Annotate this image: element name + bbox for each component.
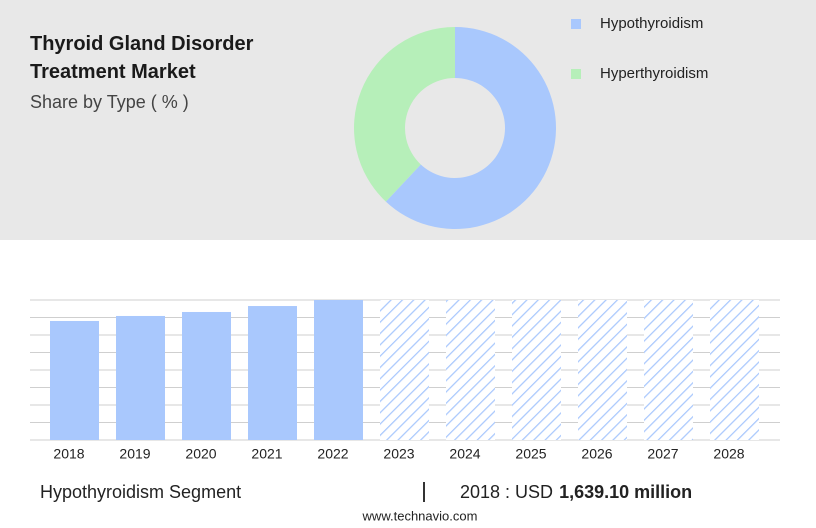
bar [248, 306, 297, 440]
forecast-bar [446, 300, 495, 440]
forecast-bar [512, 300, 561, 440]
legend-swatch [571, 19, 581, 29]
x-tick-label: 2020 [185, 446, 216, 462]
forecast-bar [380, 300, 429, 440]
x-tick-label: 2025 [515, 446, 546, 462]
forecast-bar [578, 300, 627, 440]
x-tick-label: 2027 [647, 446, 678, 462]
forecast-bar [644, 300, 693, 440]
footer-lead: 2018 : USD [460, 482, 553, 502]
x-tick-label: 2021 [251, 446, 282, 462]
source: www.technavio.com [362, 508, 478, 523]
x-tick-label: 2019 [119, 446, 150, 462]
forecast-bar [710, 300, 759, 440]
bar [116, 315, 165, 440]
footer-value: 1,639.10 million [559, 482, 692, 502]
chart-subtitle: Share by Type ( % ) [30, 92, 189, 112]
x-tick-label: 2026 [581, 446, 612, 462]
pie-slice [354, 27, 455, 202]
x-tick-label: 2023 [383, 446, 414, 462]
x-tick-label: 2022 [317, 446, 348, 462]
pie-slice [385, 27, 557, 229]
legend-label: Hyperthyroidism [600, 65, 708, 82]
legend-swatch [571, 69, 581, 79]
bar [314, 300, 363, 440]
segment-label: Hypothyroidism Segment [40, 482, 241, 502]
bar [50, 320, 99, 440]
x-tick-label: 2028 [713, 446, 744, 462]
x-tick-label: 2018 [53, 446, 84, 462]
x-tick-label: 2024 [449, 446, 480, 462]
legend-label: Hypothyroidism [600, 15, 703, 32]
bar [182, 311, 231, 440]
chart-title: Thyroid Gland Disorder Treatment Market [30, 33, 254, 83]
